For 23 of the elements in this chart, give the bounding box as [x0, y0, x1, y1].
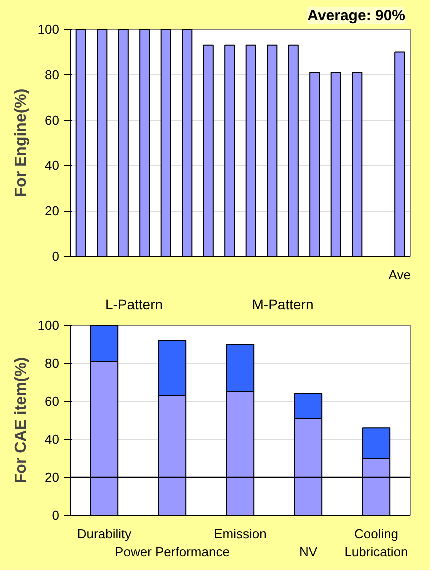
x-tick-label: Emission [214, 526, 267, 542]
y-tick-label: 20 [45, 470, 60, 485]
y-tick-label: 100 [38, 22, 60, 37]
text: Average: 90% [308, 8, 406, 24]
x-tick-label: NV [299, 544, 318, 560]
y-tick-label: 40 [45, 158, 60, 174]
y-axis-title: For Engine(%) [12, 88, 30, 198]
y-axis-title: For CAE item(%) [12, 357, 30, 484]
y-tick-label: 20 [45, 204, 60, 219]
y-tick-label: 0 [52, 508, 60, 523]
y-tick-label: 80 [45, 67, 60, 82]
y-tick-label: 40 [45, 432, 60, 447]
y-tick-label: 60 [45, 112, 60, 128]
y-tick-label: 60 [45, 394, 60, 409]
y-tick-label: 80 [45, 356, 60, 371]
x-tick-label: Power Performance [115, 544, 230, 560]
text: L-Pattern [105, 296, 164, 312]
x-tick-label: Cooling Lubrication [344, 526, 408, 560]
text: M-Pattern [252, 296, 314, 312]
x-tick-label: Durability [77, 526, 132, 542]
y-tick-label: 0 [52, 249, 60, 264]
x-tick-label: Ave [388, 268, 411, 282]
y-tick-label: 100 [38, 318, 60, 333]
